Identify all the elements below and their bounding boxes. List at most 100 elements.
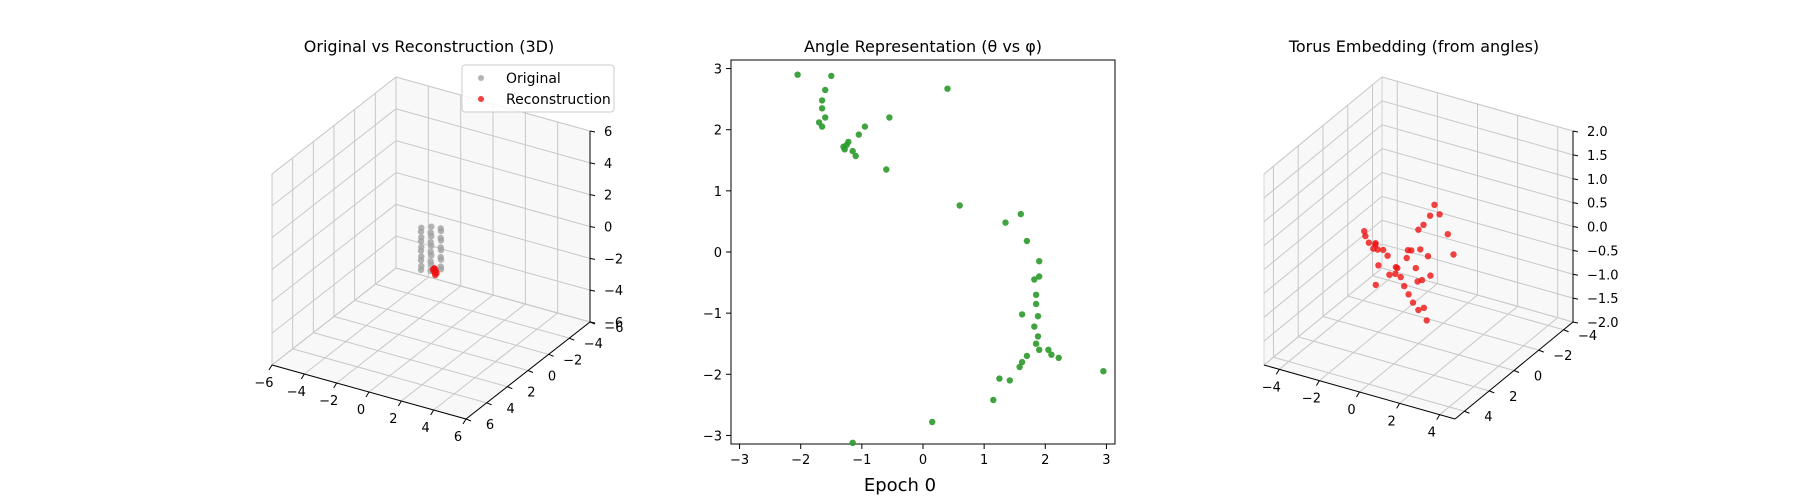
torus-point [1386,271,1393,278]
torus-point [1420,304,1428,311]
gridline-z [271,140,591,239]
z-tick [1572,273,1579,276]
gridline-z [271,203,591,302]
z-tick-label: −0.5 [1587,244,1619,259]
original-point [437,266,445,273]
original-point [437,246,445,254]
x-tick-label: 2 [1041,453,1049,468]
gridline-z [1263,124,1574,223]
torus-point [1361,228,1368,235]
z-tick [1572,297,1579,300]
y-tick-label: 2 [527,386,535,401]
torus-point [1375,262,1382,269]
angle-point [818,123,826,130]
y-tick [1538,349,1544,353]
torus-point [1372,281,1380,289]
torus-point [1372,240,1379,247]
torus-point [1405,291,1412,298]
z-tick-label: −6 [604,316,623,331]
angle-point [849,439,856,446]
panel-angle-representation: −3 −2 −1 0 1 2 3 −3 −2 −1 0 1 2 3 Angle Representation… [703,37,1116,468]
angle-point [1031,323,1038,330]
torus-point [1420,221,1427,228]
x-tick-label: −4 [287,385,306,400]
y-tick-label: 2 [714,124,722,139]
x-tick [365,391,370,398]
angle-point [861,123,869,130]
figure-suptitle: Epoch 0 [864,475,936,496]
y-tick-label: −1 [703,307,722,322]
y-tick-label: −6 [604,321,623,336]
z-tick-label: 0 [604,221,612,236]
angle-point [1048,351,1055,358]
plot-frame [730,59,1116,445]
x-tick-label: −2 [319,394,338,409]
z-tick-label: 6 [604,125,612,140]
torus-point [1427,272,1434,279]
y-tick-label: 1 [714,185,722,200]
y-tick-label: 4 [1484,410,1492,425]
y-tick-label: 4 [507,402,515,417]
x-tick [268,364,273,371]
legend: Original Reconstruction [461,64,615,113]
torus-point [1436,211,1443,218]
torus-point [1444,231,1452,238]
angle-point [818,97,826,104]
angle-point [1023,352,1031,360]
x-tick [430,409,435,416]
angle-point [1032,300,1040,308]
chart-title: Torus Embedding (from angles) [1288,37,1539,56]
gridline-z [1263,100,1574,199]
y-tick-label: −4 [1578,329,1597,344]
z-tick-label: 1.0 [1587,173,1608,188]
angle-point [852,152,859,160]
original-point [428,233,435,240]
torus-point [1415,306,1422,314]
z-tick-label: 0.5 [1587,197,1608,212]
x-tick-label: 2 [389,412,397,427]
gridline-z [271,235,591,334]
z-tick [589,226,596,228]
y-tick [486,402,492,406]
y-tick [465,418,472,422]
gridline-z [1263,219,1574,318]
torus-point [1404,247,1412,254]
x-tick-label: −2 [791,453,810,468]
torus-point [1392,263,1400,271]
x-tick-label: −4 [1262,380,1281,395]
x-tick-label: −1 [852,453,871,468]
y-tick-label: −2 [1553,349,1572,364]
torus-point [1417,246,1424,253]
x-tick [300,373,305,380]
x-tick-label: −2 [1302,392,1321,407]
z-tick [589,194,596,197]
z-tick-label: −1.5 [1587,292,1619,307]
torus-point [1412,264,1420,272]
angle-point [1034,313,1042,320]
angle-point [855,131,862,138]
angle-point [1045,346,1052,353]
z-tick [1572,178,1579,181]
z-tick-label: 4 [604,157,612,172]
y-tick-label: 3 [714,63,722,78]
z-tick-label: −2 [604,252,623,267]
x-tick [1436,414,1441,420]
torus-point [1384,252,1391,259]
angle-point [1100,368,1107,375]
y-tick [548,353,554,357]
x-tick-label: 0 [1347,403,1355,418]
gridline-z [271,267,591,366]
torus-point [1424,253,1432,260]
gridline-z [271,76,591,175]
torus-point [1374,246,1381,253]
angle-point [1006,377,1013,384]
original-point [418,262,425,270]
y-tick [1513,370,1520,373]
angle-point [828,72,835,80]
gridline-z [1263,76,1574,175]
gridline-z [1263,195,1574,294]
z-tick [589,130,596,133]
angle-point [1016,363,1023,371]
z-tick-label: 2 [604,189,612,204]
